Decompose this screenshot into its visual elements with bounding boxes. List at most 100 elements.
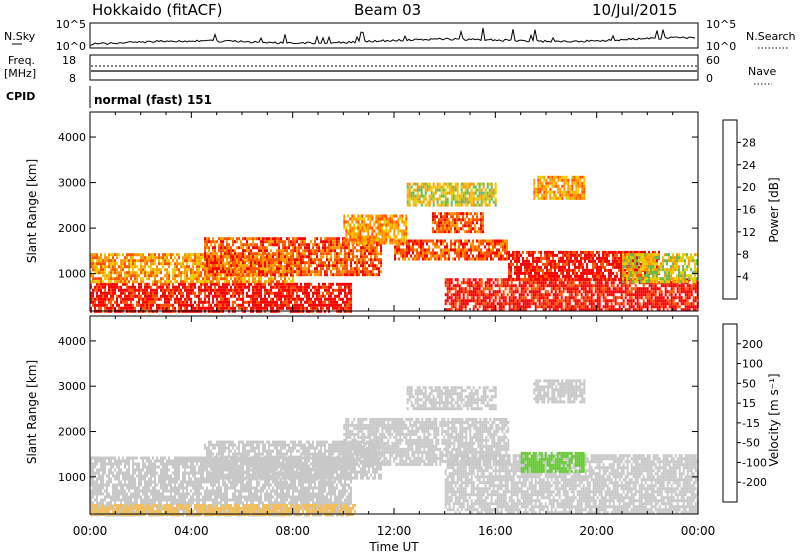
power-cell	[486, 197, 489, 201]
power-cell	[624, 278, 627, 282]
power-cell	[638, 305, 641, 309]
power-cell	[228, 246, 230, 250]
power-cell	[118, 294, 120, 298]
power-cell	[380, 246, 382, 250]
power-cell	[168, 294, 170, 298]
power-cell	[430, 239, 432, 243]
power-cell	[644, 305, 647, 309]
power-cell	[294, 285, 296, 289]
power-cell	[626, 293, 629, 297]
power-cell	[124, 303, 126, 307]
power-cell	[514, 296, 517, 300]
power-cell	[378, 273, 380, 277]
power-cell	[180, 271, 182, 275]
power-cell	[156, 268, 158, 272]
power-cell	[464, 197, 467, 201]
power-cell	[532, 299, 535, 303]
power-cell	[242, 297, 244, 301]
power-cell	[498, 254, 500, 258]
power-cell	[480, 254, 482, 258]
nave-tick-bottom: 0	[706, 72, 713, 85]
power-cell	[530, 274, 532, 278]
power-cell	[480, 215, 482, 219]
power-cell	[192, 274, 194, 278]
power-cell	[300, 300, 302, 304]
power-cell	[130, 274, 132, 278]
power-cell	[516, 277, 518, 281]
power-cell	[391, 214, 394, 218]
power-cell	[220, 306, 222, 310]
power-cell	[238, 237, 240, 241]
power-cell	[118, 271, 120, 275]
power-cell	[188, 282, 190, 286]
power-cell	[266, 273, 268, 277]
power-cell	[100, 262, 102, 266]
power-cell	[180, 282, 182, 286]
power-cell	[383, 241, 386, 245]
power-cell	[510, 287, 513, 291]
power-cell	[316, 264, 318, 268]
power-cell	[94, 306, 96, 310]
power-cell	[486, 203, 489, 207]
power-cell	[458, 230, 460, 234]
power-cell	[480, 278, 483, 282]
power-cell	[372, 261, 374, 265]
power-cell	[224, 273, 226, 277]
power-cell	[258, 268, 260, 272]
power-cell	[194, 271, 196, 275]
power-cell	[482, 191, 485, 195]
power-cell	[538, 305, 541, 309]
power-cell	[196, 262, 198, 266]
power-cell	[112, 288, 114, 292]
power-cell	[350, 291, 352, 295]
power-cell	[359, 235, 362, 239]
power-cell	[304, 237, 306, 241]
power-cell	[164, 253, 166, 257]
power-cell	[336, 270, 338, 274]
power-cell	[600, 287, 603, 291]
power-cell	[466, 239, 468, 243]
power-cell	[530, 271, 532, 275]
power-cell	[508, 305, 511, 309]
power-cell	[540, 274, 542, 278]
power-cell	[218, 264, 220, 268]
power-cell	[336, 252, 338, 256]
power-cell	[330, 285, 332, 289]
power-cell	[510, 271, 512, 275]
power-cell	[377, 223, 380, 227]
power-cell	[238, 264, 240, 268]
power-cell	[464, 308, 467, 312]
power-cell	[422, 251, 424, 255]
power-cell	[228, 303, 230, 307]
power-cell	[134, 280, 136, 284]
power-cell	[426, 248, 428, 252]
power-cell	[584, 293, 587, 297]
power-cell	[96, 291, 98, 295]
power-cell	[538, 302, 541, 306]
power-cell	[144, 259, 146, 263]
power-cell	[98, 262, 100, 266]
power-cell	[274, 300, 276, 304]
power-cell	[256, 285, 258, 289]
nsearch-label: N.Search	[746, 30, 796, 43]
power-cell	[248, 252, 250, 256]
power-cell	[345, 226, 348, 230]
power-cell	[562, 281, 565, 285]
power-cell	[538, 277, 540, 281]
power-cell	[100, 282, 102, 286]
power-cell	[460, 194, 463, 198]
power-cell	[368, 273, 370, 277]
power-cell	[492, 245, 494, 249]
power-cell	[214, 291, 216, 295]
power-cell	[594, 287, 597, 291]
power-cell	[282, 243, 284, 247]
power-cell	[546, 250, 548, 254]
power-cell	[381, 235, 384, 239]
power-cell	[312, 303, 314, 307]
power-cell	[524, 302, 527, 306]
power-cell	[274, 268, 276, 272]
power-cell	[116, 294, 118, 298]
power-cell	[504, 287, 507, 291]
power-cell	[270, 280, 272, 284]
power-cell	[552, 250, 554, 254]
